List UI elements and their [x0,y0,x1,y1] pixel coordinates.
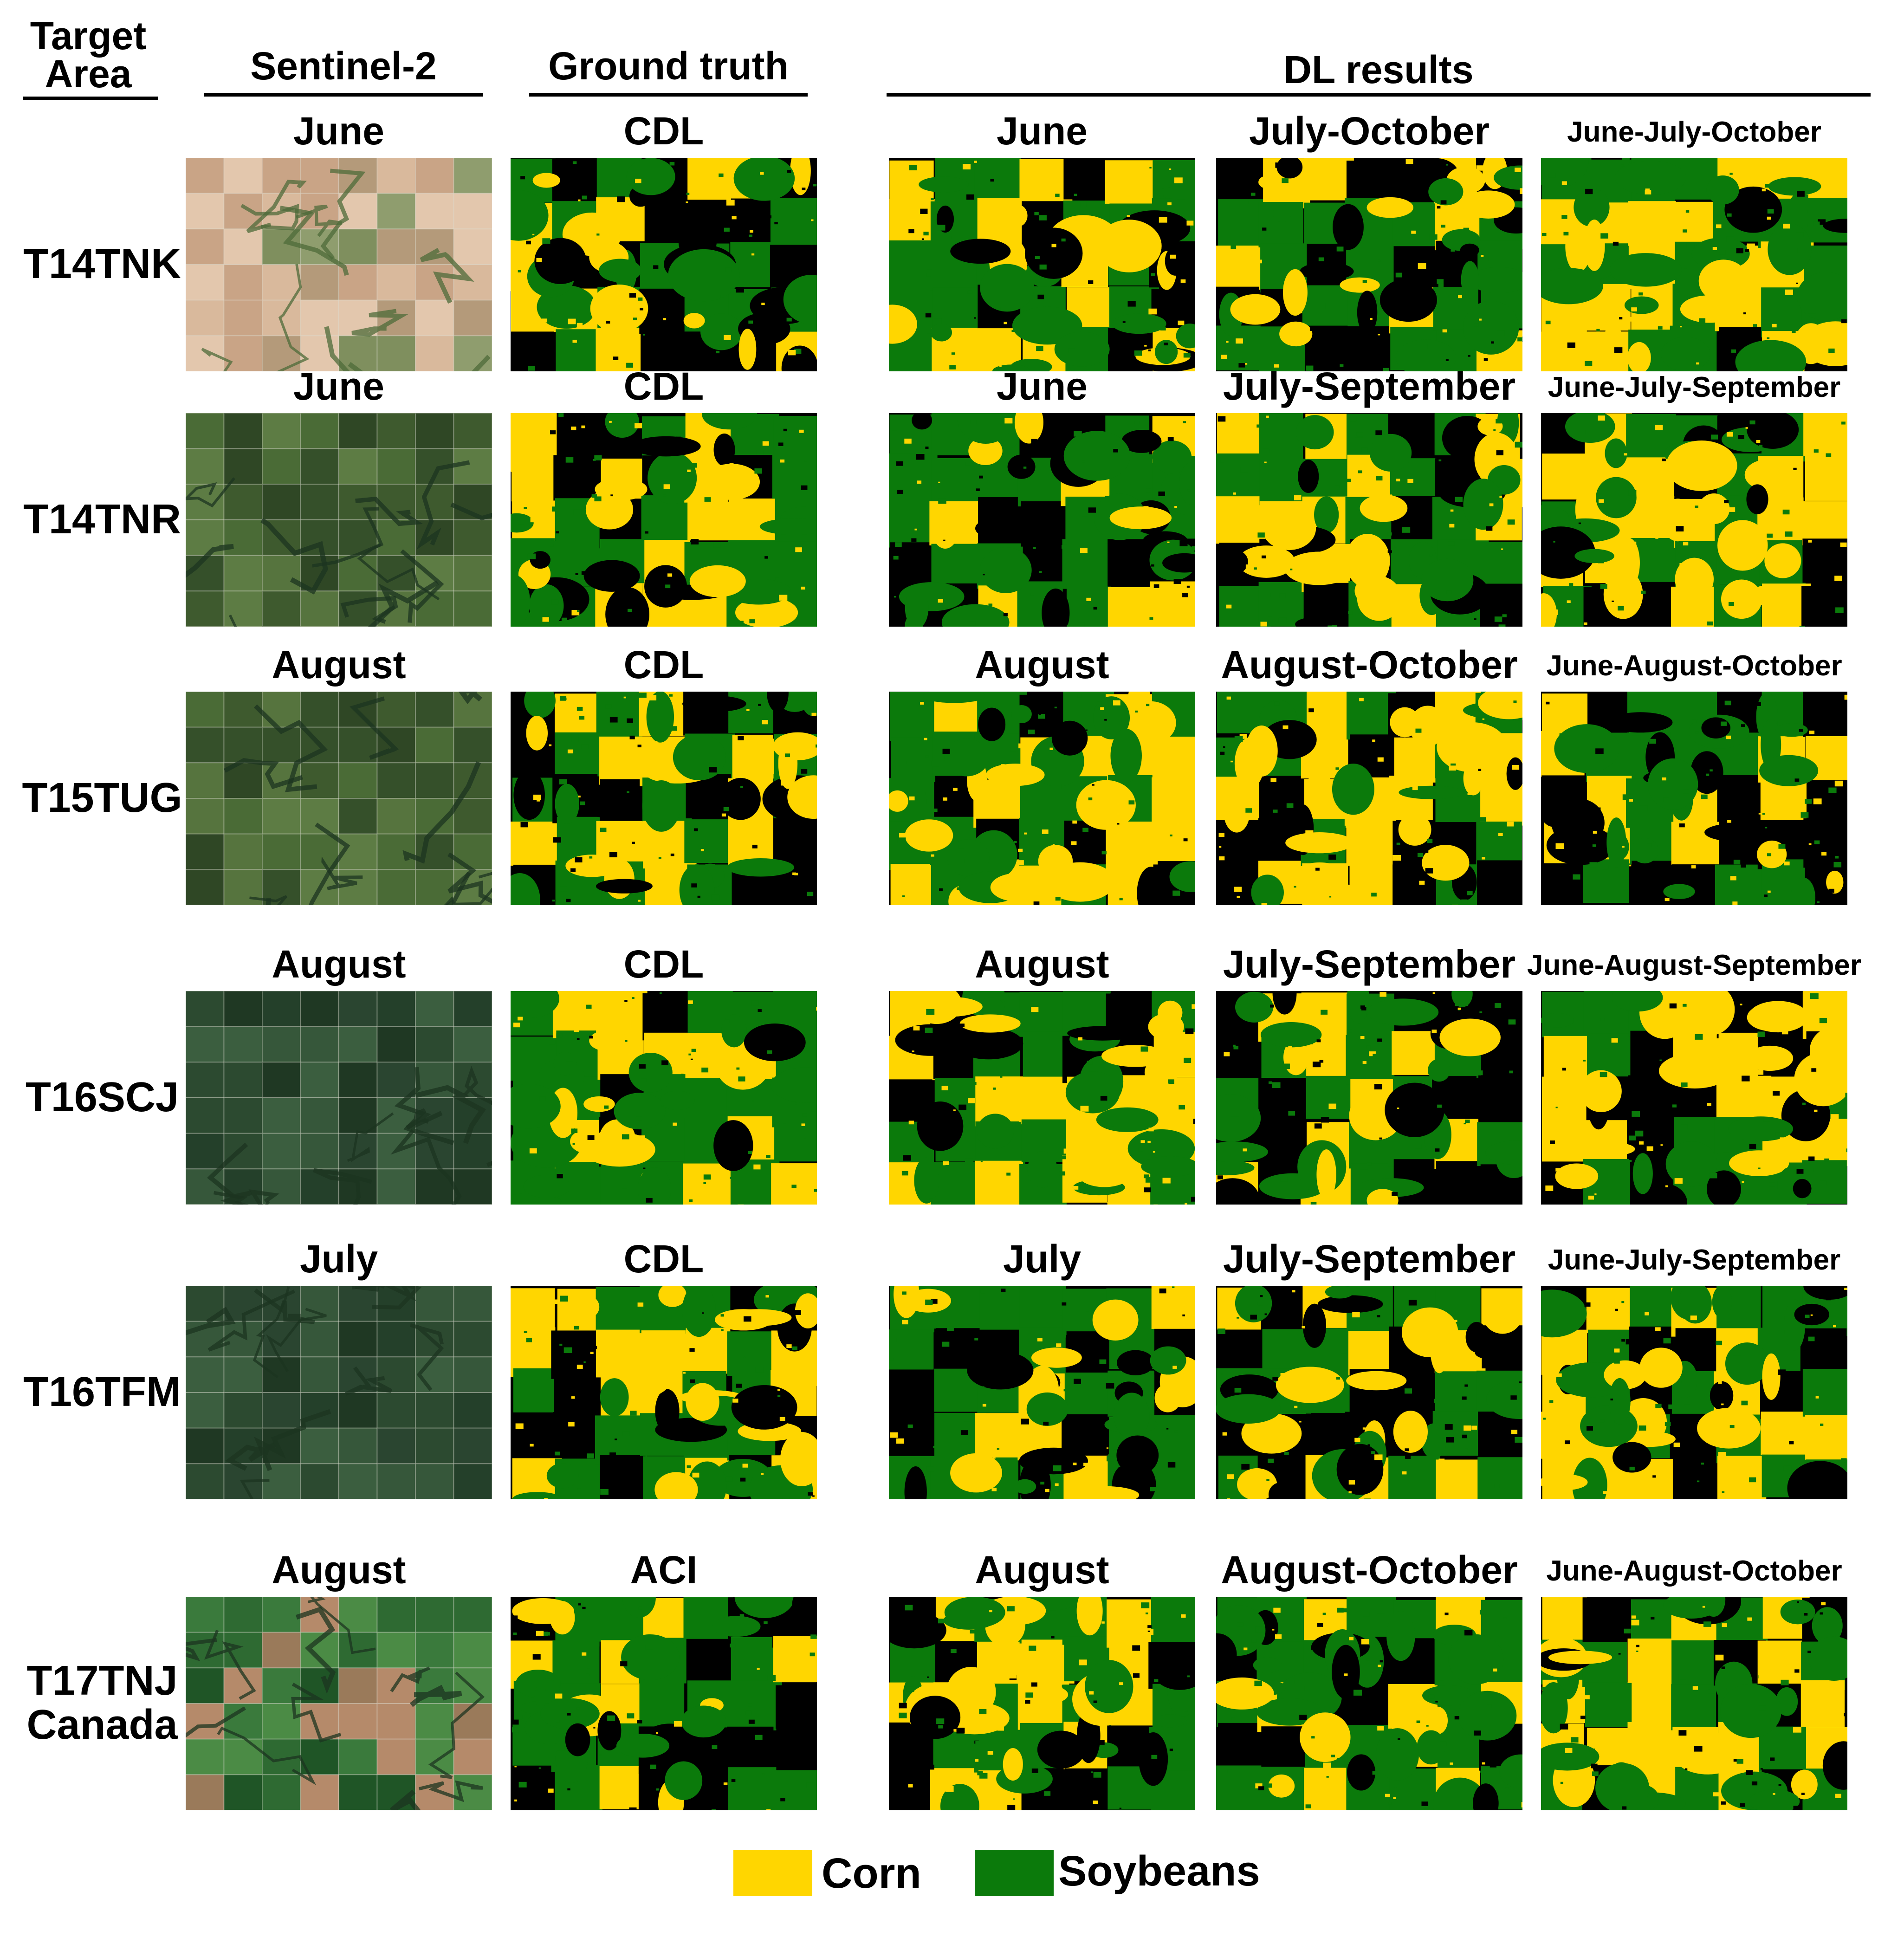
dl-result-label: July-September [1223,942,1516,986]
ground-truth-label: CDL [623,364,704,408]
header-ground-truth: Ground truth [548,44,789,88]
row-area-label: T17TNJ Canada [9,1659,195,1747]
legend-soybeans-label: Soybeans [1058,1847,1260,1895]
dl-result-label: June-July-October [1567,116,1821,148]
rule-target [23,97,158,100]
dl-result-map [1216,692,1522,905]
ground-truth-map [511,991,817,1205]
dl-result-map [1541,1597,1847,1810]
dl-result-map [1541,158,1847,371]
dl-result-label: June-August-September [1527,949,1861,981]
dl-result-label: August [975,942,1109,986]
dl-result-map [1541,1286,1847,1499]
sentinel-image [186,1597,492,1810]
area-label-line: T15TUG [22,775,182,821]
sentinel-image [186,991,492,1205]
dl-result-label: June [996,364,1088,408]
dl-result-map [1216,1597,1522,1810]
dl-result-label: August [975,1548,1109,1592]
dl-result-map [889,158,1195,371]
sentinel-month-label: August [272,643,406,687]
header-target-area: Target Area [19,14,158,96]
dl-result-map [1541,692,1847,905]
dl-result-map [1216,991,1522,1205]
sentinel-month-label: June [293,109,385,153]
header-target-line1: Target [30,14,147,58]
row-area-label: T16TFM [9,1370,195,1414]
dl-result-label: June-August-October [1546,650,1842,682]
legend-corn-swatch [733,1850,812,1896]
area-label-line: T16TFM [23,1369,181,1415]
sentinel-image [186,158,492,371]
dl-result-label: July-October [1249,109,1490,153]
row-area-label: T16SCJ [9,1075,195,1120]
ground-truth-label: CDL [623,643,704,687]
dl-result-map [889,1597,1195,1810]
dl-result-map [889,413,1195,627]
dl-result-map [889,1286,1195,1499]
rule-dl-results [887,93,1871,97]
dl-result-label: June [996,109,1088,153]
ground-truth-label: ACI [630,1548,698,1592]
ground-truth-label: CDL [623,942,704,986]
sentinel-image [186,413,492,627]
rule-sentinel [204,93,483,97]
dl-result-map [1541,413,1847,627]
rule-ground-truth [529,93,808,97]
sentinel-month-label: August [272,1548,406,1592]
dl-result-label: June-July-September [1548,1244,1841,1276]
area-label-line: T17TNJ [26,1658,178,1704]
ground-truth-map [511,692,817,905]
ground-truth-map [511,413,817,627]
dl-result-label: August-October [1221,1548,1518,1592]
ground-truth-map [511,1597,817,1810]
header-target-line2: Area [45,52,132,96]
dl-result-map [1216,1286,1522,1499]
dl-result-map [889,692,1195,905]
header-sentinel: Sentinel-2 [250,44,437,88]
dl-result-label: June-August-October [1546,1555,1842,1587]
legend-soybeans-swatch [975,1850,1054,1896]
sentinel-image [186,692,492,905]
dl-result-label: August-October [1221,643,1518,687]
sentinel-month-label: June [293,364,385,408]
ground-truth-label: CDL [623,109,704,153]
dl-result-label: August [975,643,1109,687]
row-area-label: T14TNR [9,498,195,542]
dl-result-label: July [1003,1237,1082,1281]
header-dl-results: DL results [1283,48,1474,91]
ground-truth-map [511,158,817,371]
area-label-line: Canada [26,1701,178,1748]
dl-result-label: July-September [1223,1237,1516,1281]
area-label-line: T16SCJ [25,1074,179,1121]
dl-result-map [1216,158,1522,371]
ground-truth-map [511,1286,817,1499]
dl-result-label: June-July-September [1548,371,1841,403]
sentinel-image [186,1286,492,1499]
legend-corn-label: Corn [822,1850,921,1897]
ground-truth-label: CDL [623,1237,704,1281]
dl-result-map [1541,991,1847,1205]
row-area-label: T14TNK [9,242,195,286]
area-label-line: T14TNK [23,241,181,287]
area-label-line: T14TNR [23,496,181,543]
row-area-label: T15TUG [9,776,195,820]
sentinel-month-label: July [299,1237,378,1281]
dl-result-map [889,991,1195,1205]
dl-result-label: July-September [1223,364,1516,408]
dl-result-map [1216,413,1522,627]
sentinel-month-label: August [272,942,406,986]
